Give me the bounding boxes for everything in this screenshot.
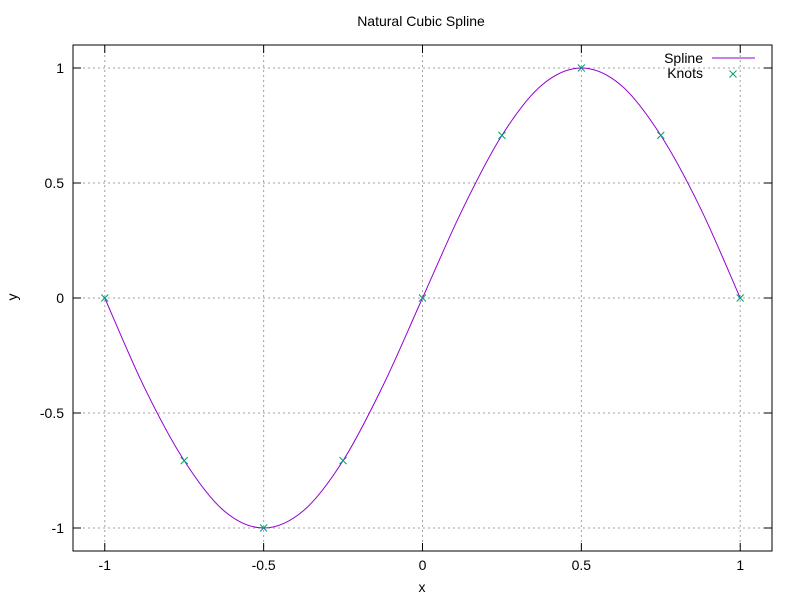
knot-stroke (418, 294, 427, 302)
x-tick-label: -1 (99, 557, 112, 573)
knot-stroke (729, 70, 737, 78)
legend-label-spline: Spline (664, 50, 703, 66)
knots-point (180, 456, 189, 465)
grid-lines (73, 45, 772, 551)
y-tick-label: -0.5 (40, 405, 64, 421)
knot-stroke (498, 131, 506, 140)
knot-stroke (577, 64, 586, 72)
knots-point (736, 294, 745, 302)
knots-point (577, 64, 586, 72)
legend-swatch-knots (729, 70, 737, 78)
knot-stroke (100, 294, 109, 302)
y-tick-label: 1 (56, 60, 64, 76)
knot-stroke (259, 524, 268, 532)
knot-stroke (656, 131, 665, 140)
plot-border (72, 44, 773, 552)
y-axis-label: y (4, 294, 20, 301)
knots-point (418, 294, 427, 302)
knots-point (339, 456, 347, 465)
knot-stroke (180, 456, 189, 465)
knot-stroke (339, 456, 347, 465)
knot-stroke (736, 294, 745, 302)
axis-ticks: -1 -0.5 0 0.5 1 -1 -0.5 0 0.5 1 (40, 45, 772, 573)
x-tick-label: 1 (736, 557, 744, 573)
x-tick-label: 0 (419, 557, 427, 573)
y-tick-label: 0 (56, 290, 64, 306)
x-tick-label: 0.5 (572, 557, 592, 573)
y-tick-label: 0.5 (45, 175, 65, 191)
knots-point (498, 131, 506, 140)
knots-point (656, 131, 665, 140)
knots-point (259, 524, 268, 532)
series-layer (100, 64, 745, 532)
y-tick-label: -1 (52, 520, 65, 536)
x-tick-label: -0.5 (252, 557, 276, 573)
legend-label-knots: Knots (667, 65, 703, 81)
knots-point (100, 294, 109, 302)
chart-title: Natural Cubic Spline (357, 13, 485, 29)
x-axis-label: x (419, 579, 426, 595)
